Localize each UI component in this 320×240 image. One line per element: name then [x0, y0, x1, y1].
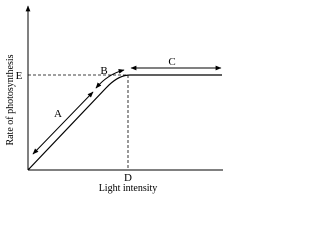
- label-e: E: [16, 70, 23, 82]
- label-b: B: [100, 65, 107, 77]
- x-axis-label: Light intensity: [99, 183, 158, 194]
- arrow-a: [32, 91, 94, 155]
- label-d: D: [124, 172, 132, 184]
- label-c: C: [168, 56, 175, 68]
- diagram: A B C E D Light intensity Rate of photos…: [5, 5, 223, 194]
- curve: [27, 74, 222, 171]
- y-axis-label: Rate of photosynthesis: [5, 54, 16, 145]
- arrow-b: [95, 68, 125, 89]
- label-a: A: [54, 108, 62, 120]
